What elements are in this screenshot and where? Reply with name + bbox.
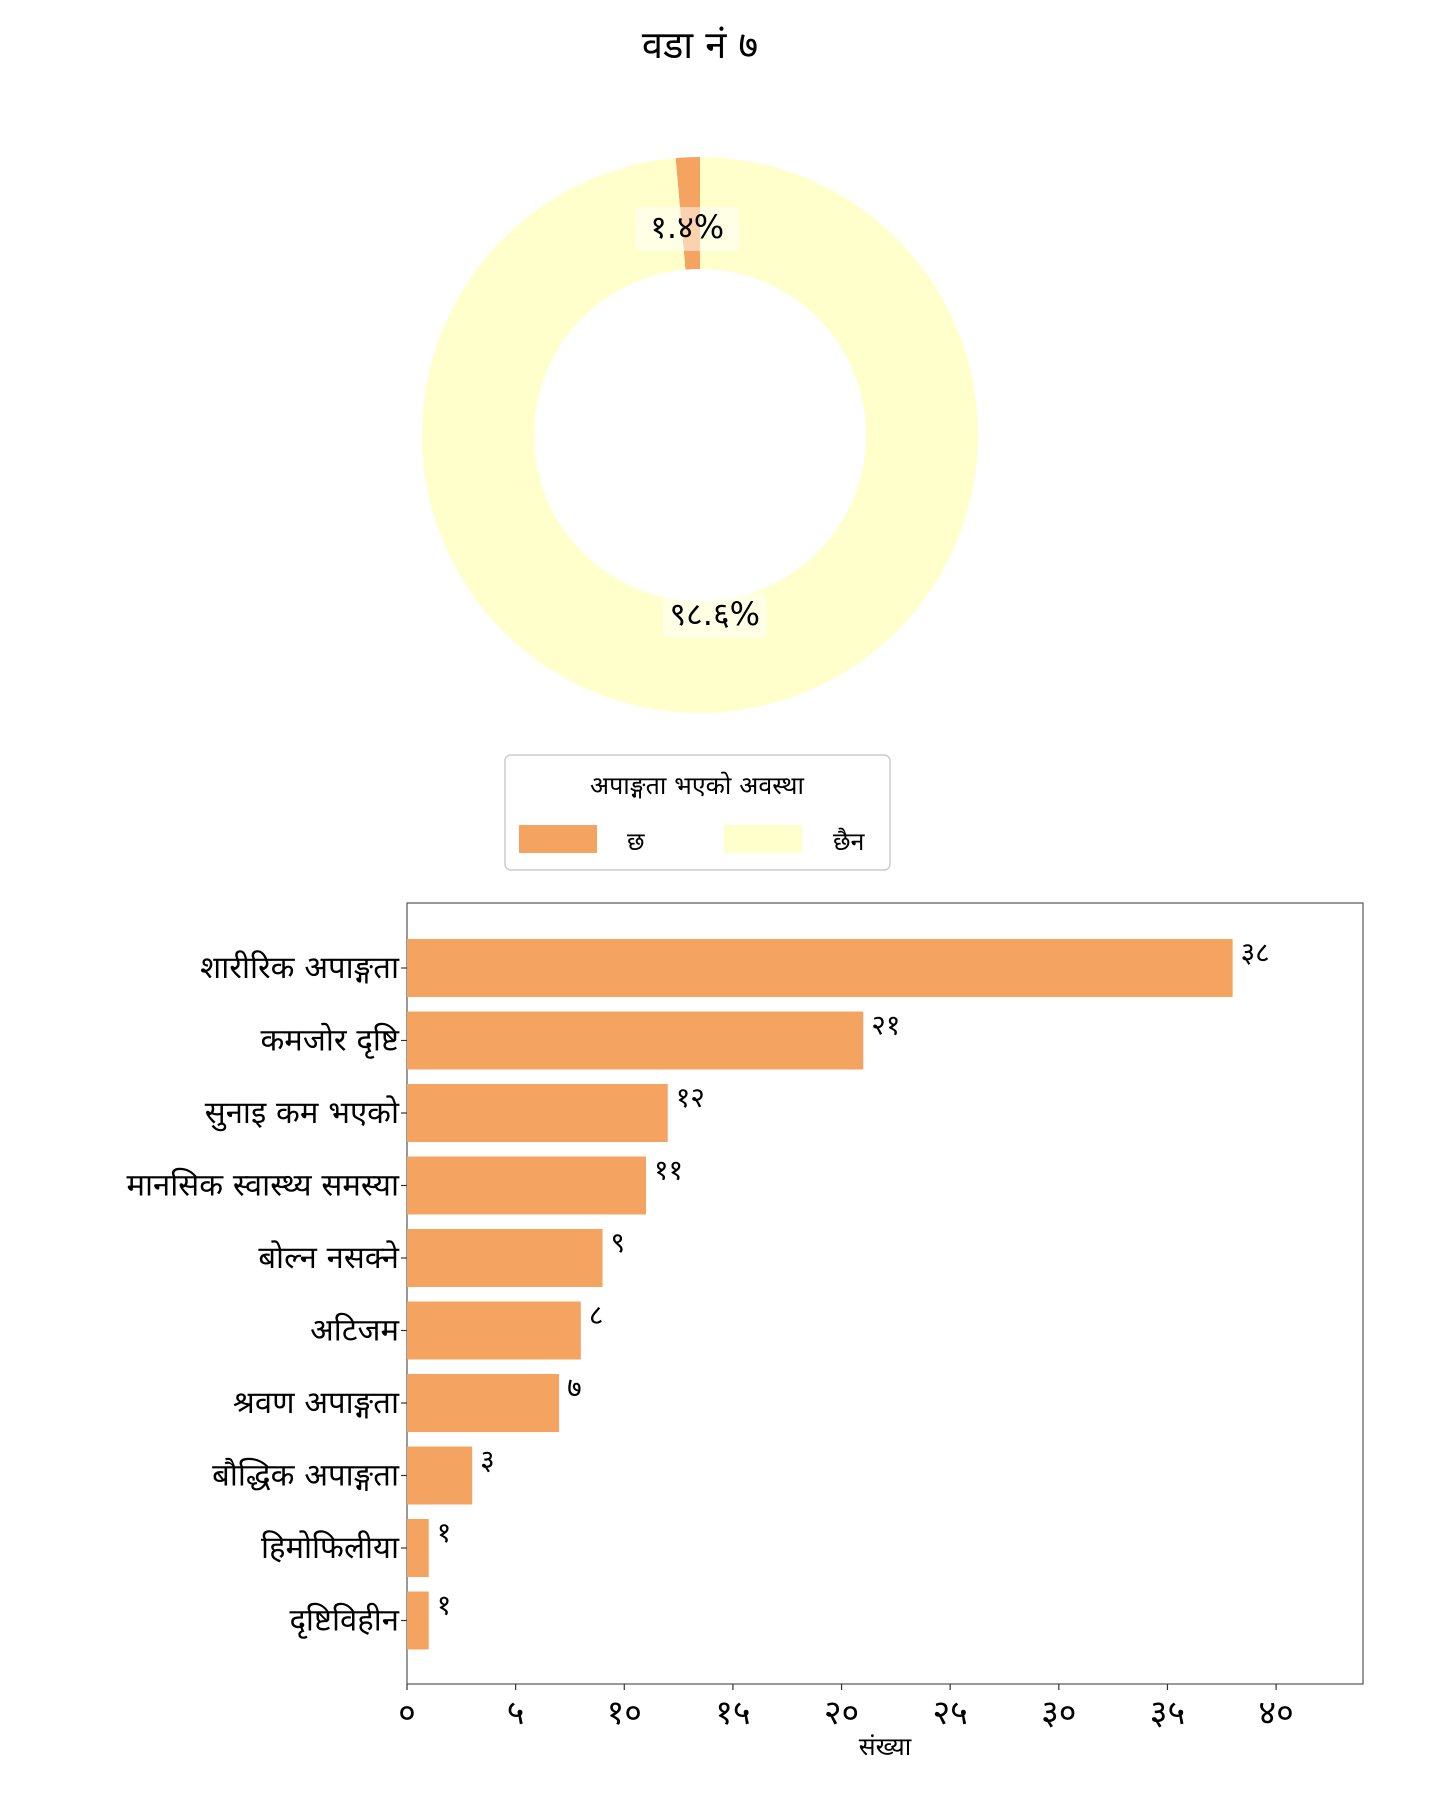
category-label: मानसिक स्वास्थ्य समस्या (126, 1168, 400, 1204)
plot-frame (406, 902, 1364, 1685)
value-label: १ (437, 1589, 452, 1622)
value-label: ३ (480, 1444, 495, 1477)
bar (407, 939, 1233, 997)
x-tick-label: ५ (507, 1693, 525, 1733)
donut-label-box (635, 207, 740, 251)
donut-chart: १.४% ९८.६% (422, 157, 978, 714)
value-label: १२ (676, 1081, 705, 1114)
legend-label: छ (627, 827, 645, 856)
category-label: कमजोर दृष्टि (260, 1023, 399, 1060)
bar (407, 1229, 603, 1287)
value-label: ७ (567, 1371, 582, 1404)
legend-swatch (519, 825, 597, 853)
x-tick-label: ३० (1041, 1693, 1076, 1733)
value-label: ३८ (1241, 936, 1270, 969)
legend-swatch (724, 825, 802, 853)
category-label: बौद्धिक अपाङ्गता (212, 1458, 400, 1494)
legend-label: छैन (833, 827, 866, 856)
category-label: अटिजम (310, 1313, 399, 1349)
category-label: श्रवण अपाङ्गता (233, 1385, 400, 1421)
value-label: २१ (871, 1009, 900, 1042)
bar (407, 1084, 668, 1142)
donut-label-box (662, 594, 767, 638)
category-label: बोल्न नसक्ने (258, 1240, 399, 1276)
donut-pct-text: ९८.६% (670, 595, 761, 633)
legend-title: अपाङ्गता भएको अवस्था (590, 771, 804, 800)
x-axis-title: संख्या (859, 1732, 912, 1761)
value-label: ९ (611, 1226, 626, 1259)
category-label: हिमोफिलीया (261, 1530, 400, 1566)
x-tick-label: ४० (1258, 1693, 1293, 1733)
category-label: शारीरिक अपाङ्गता (200, 950, 400, 986)
x-tick-label: २५ (932, 1693, 967, 1733)
x-tick-label: ० (398, 1693, 416, 1733)
bar (407, 1519, 429, 1577)
bar (407, 1446, 473, 1505)
donut-legend: अपाङ्गता भएको अवस्था छ छैन (504, 754, 891, 871)
bar (407, 1374, 560, 1432)
category-label: दृष्टिविहीन (289, 1603, 399, 1640)
bar (407, 1011, 864, 1070)
bar (407, 1156, 646, 1215)
x-tick-label: १० (607, 1693, 642, 1733)
bar (407, 1301, 581, 1360)
category-label: सुनाइ कम भएको (205, 1095, 400, 1132)
donut-pct-label: ९८.६% (662, 594, 767, 638)
x-tick-label: १५ (715, 1693, 750, 1733)
x-tick-label: ३५ (1150, 1693, 1185, 1733)
value-label: ८ (589, 1299, 604, 1332)
x-tick-label: २० (824, 1693, 859, 1733)
value-label: १ (437, 1516, 452, 1549)
donut-pct-text: १.४% (650, 208, 724, 246)
bar (407, 1591, 429, 1650)
donut-slice (422, 157, 978, 714)
value-label: ११ (654, 1154, 683, 1187)
page-title: वडा नं ७ (642, 23, 758, 67)
donut-pct-label: १.४% (635, 207, 740, 251)
